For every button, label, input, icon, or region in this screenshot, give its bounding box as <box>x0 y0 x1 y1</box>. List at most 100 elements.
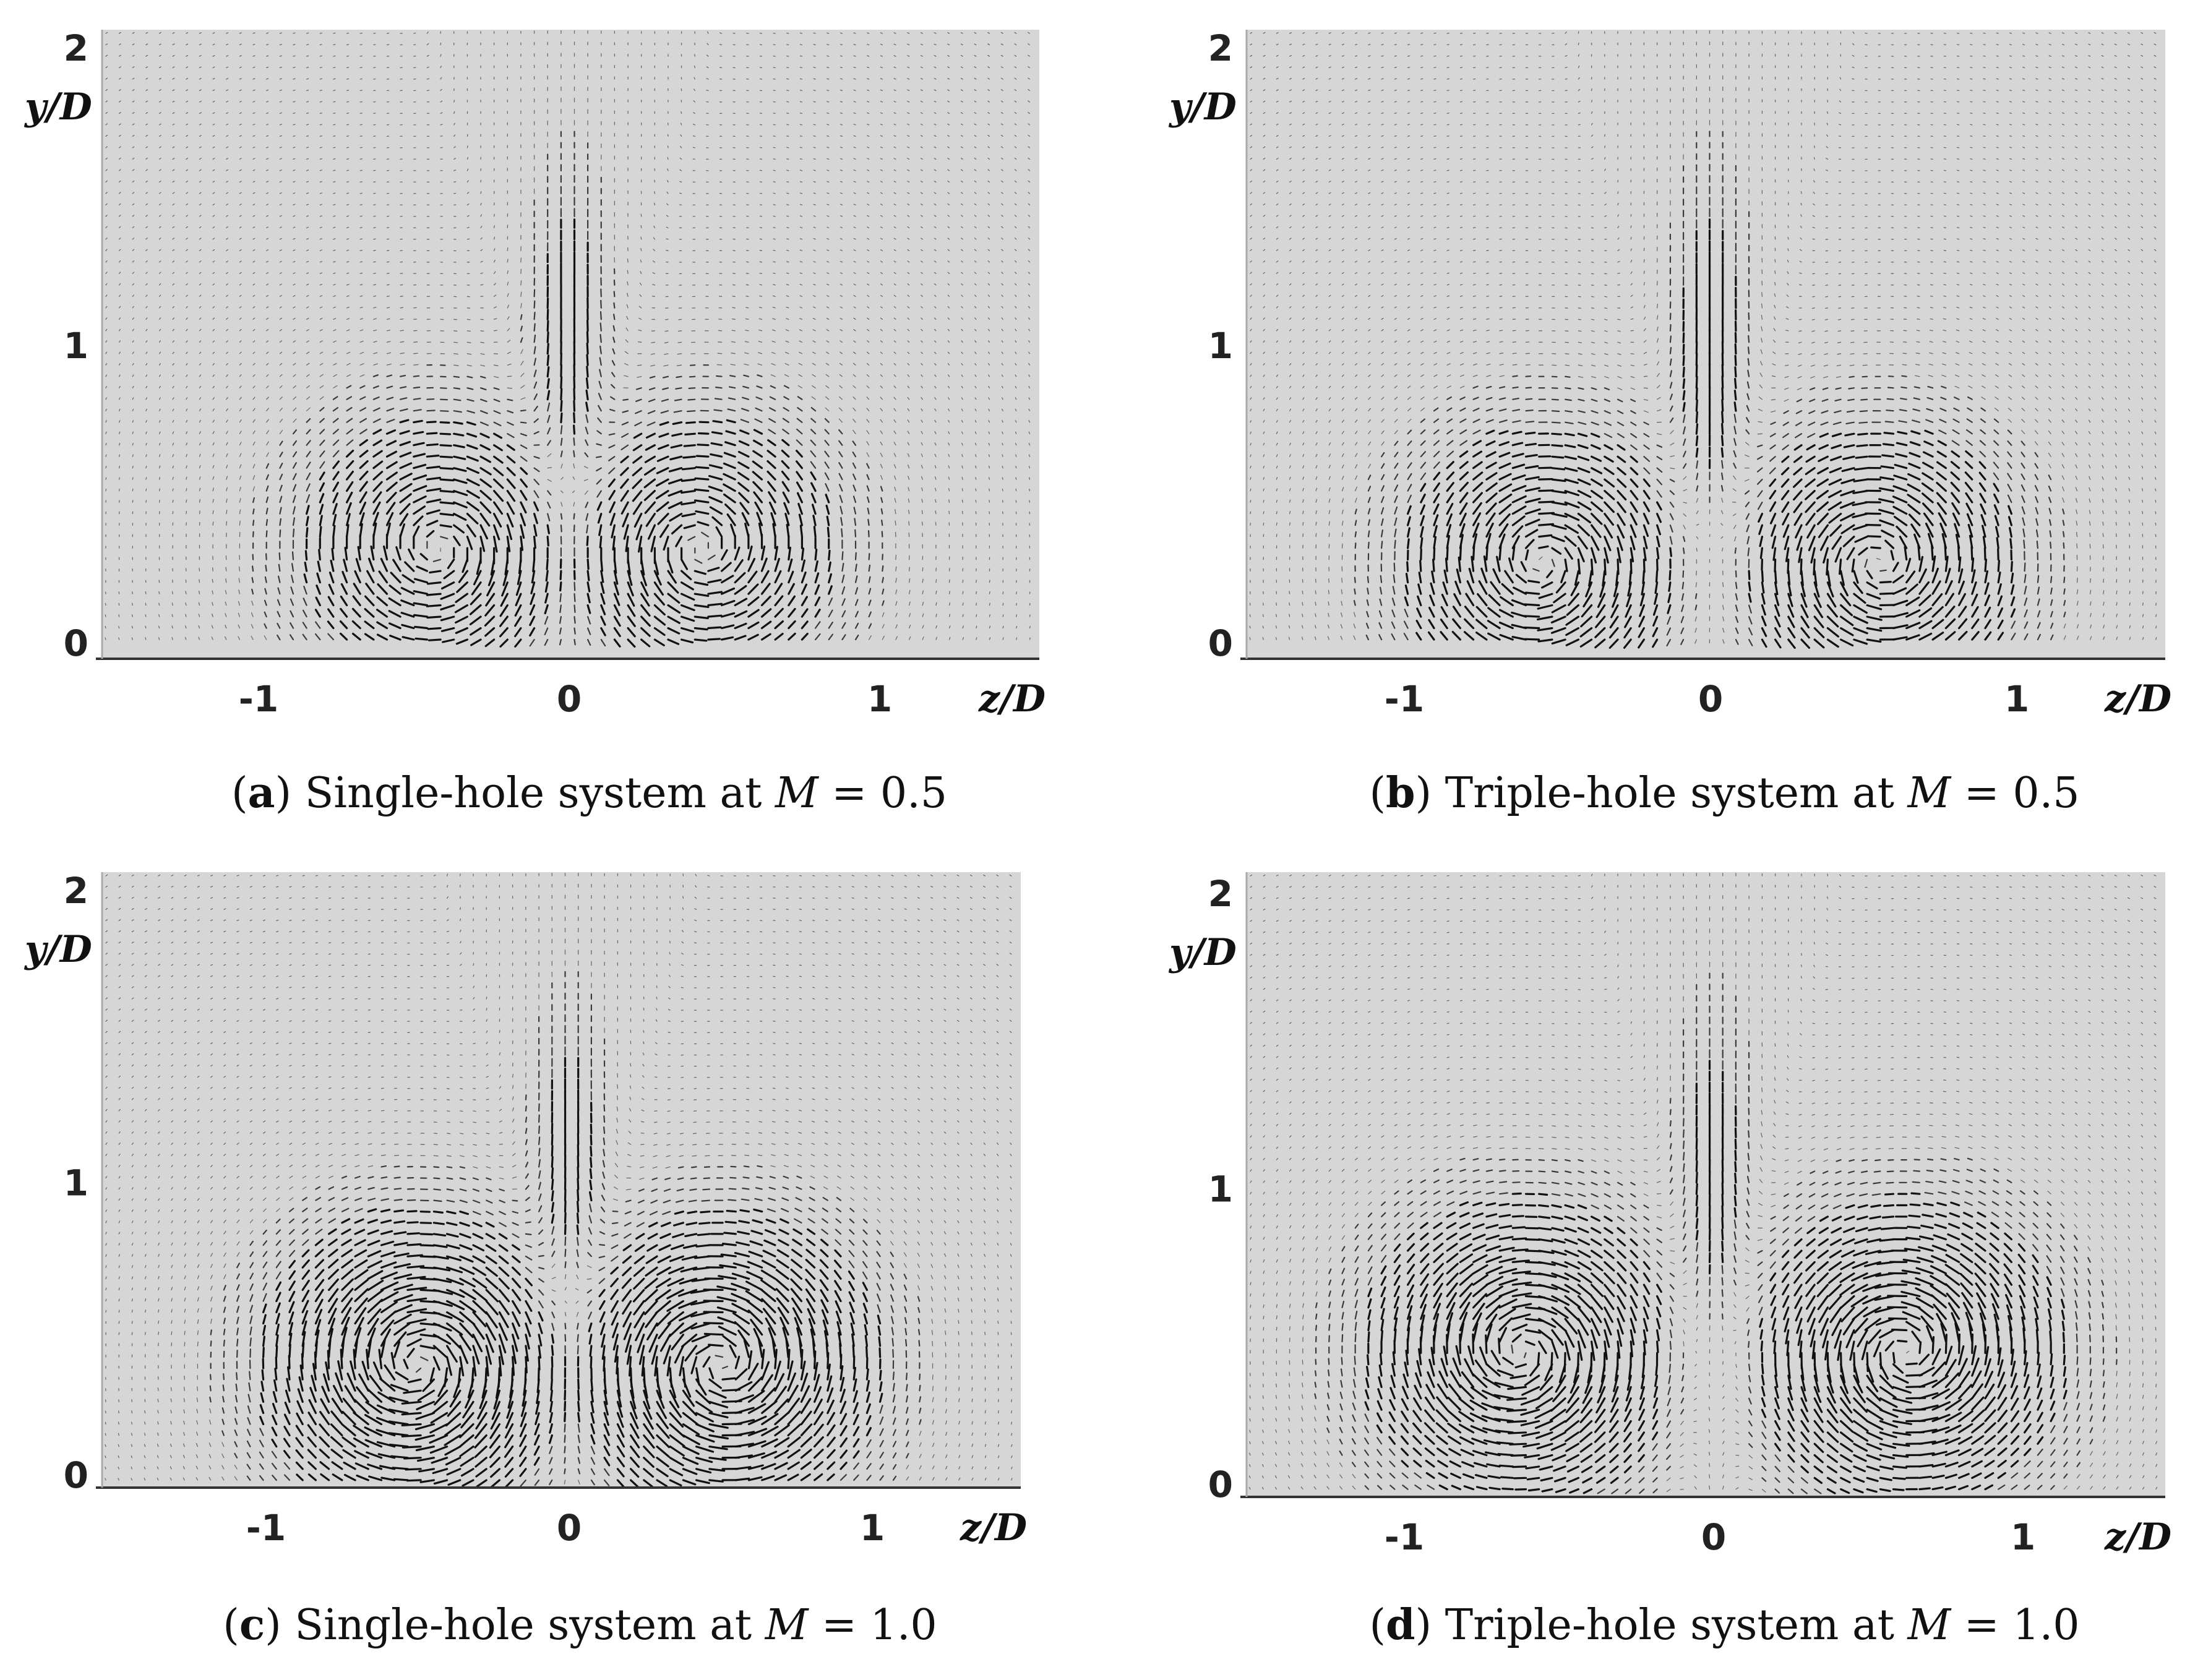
velocity-vector <box>1524 442 1537 447</box>
velocity-vector <box>238 624 241 629</box>
velocity-vector <box>868 552 870 560</box>
velocity-vector <box>708 464 723 469</box>
velocity-vector <box>172 374 174 377</box>
velocity-vector <box>639 282 642 286</box>
velocity-vector <box>172 238 175 240</box>
velocity-vector <box>346 101 350 103</box>
velocity-vector <box>520 385 525 388</box>
velocity-vector <box>1472 158 1476 160</box>
velocity-vector <box>838 429 843 435</box>
velocity-vector <box>399 397 408 400</box>
velocity-vector <box>773 67 776 69</box>
velocity-vector <box>586 331 589 343</box>
velocity-vector <box>586 570 590 581</box>
velocity-vector <box>583 466 588 469</box>
velocity-vector <box>782 429 789 435</box>
velocity-vector <box>1262 614 1264 617</box>
velocity-vector <box>1459 192 1463 194</box>
velocity-vector <box>492 444 503 452</box>
velocity-vector <box>265 507 268 515</box>
velocity-vector <box>840 226 843 228</box>
velocity-vector <box>1420 548 1422 561</box>
velocity-vector <box>507 410 514 414</box>
velocity-vector <box>226 510 228 515</box>
velocity-vector <box>1433 158 1436 160</box>
velocity-vector <box>880 124 883 126</box>
velocity-vector <box>266 317 269 320</box>
velocity-vector <box>774 632 784 641</box>
velocity-vector <box>453 146 456 148</box>
velocity-vector <box>853 294 856 297</box>
velocity-vector <box>132 54 135 57</box>
velocity-vector <box>1525 421 1535 423</box>
velocity-vector <box>624 351 629 354</box>
velocity-vector <box>118 66 121 69</box>
velocity-vector <box>212 465 215 469</box>
velocity-vector <box>781 460 790 469</box>
velocity-vector <box>520 361 524 366</box>
velocity-vector <box>440 627 455 632</box>
velocity-vector <box>390 572 402 584</box>
velocity-vector <box>533 393 538 400</box>
velocity-vector <box>399 374 406 377</box>
velocity-vector <box>655 489 669 500</box>
velocity-vector <box>755 396 763 400</box>
velocity-vector <box>239 306 242 309</box>
velocity-vector <box>635 387 642 390</box>
velocity-vector <box>1459 113 1463 114</box>
velocity-vector <box>866 430 870 434</box>
velocity-vector <box>186 510 187 515</box>
velocity-vector <box>782 418 789 423</box>
velocity-vector <box>290 586 294 595</box>
velocity-vector <box>745 273 749 274</box>
velocity-vector <box>1419 560 1422 572</box>
velocity-vector <box>426 43 429 46</box>
velocity-vector <box>632 478 643 489</box>
velocity-vector <box>547 453 552 457</box>
velocity-vector <box>172 181 175 183</box>
velocity-vector <box>507 316 510 320</box>
velocity-vector <box>118 77 121 80</box>
velocity-vector <box>293 169 296 171</box>
velocity-vector <box>454 604 469 614</box>
velocity-vector <box>797 406 803 412</box>
velocity-vector <box>359 450 369 458</box>
velocity-vector <box>683 444 696 447</box>
velocity-vector <box>413 485 427 492</box>
velocity-vector <box>799 67 803 69</box>
velocity-vector <box>145 54 148 57</box>
velocity-vector <box>480 364 486 367</box>
velocity-vector <box>264 599 267 606</box>
velocity-vector <box>680 627 695 633</box>
velocity-vector <box>226 226 228 228</box>
velocity-vector <box>935 510 937 515</box>
velocity-vector <box>880 396 883 400</box>
velocity-vector <box>853 340 856 343</box>
velocity-vector <box>866 452 870 457</box>
velocity-vector <box>694 570 707 575</box>
velocity-vector <box>346 340 350 343</box>
velocity-vector <box>882 635 885 640</box>
velocity-vector <box>251 576 254 583</box>
velocity-vector <box>813 306 816 309</box>
velocity-vector <box>840 249 843 251</box>
velocity-vector <box>388 597 402 607</box>
velocity-vector <box>118 374 121 377</box>
velocity-vector <box>226 476 228 480</box>
velocity-vector <box>1446 546 1449 561</box>
velocity-vector <box>739 429 750 435</box>
velocity-vector <box>683 524 696 529</box>
velocity-vector <box>226 396 228 400</box>
velocity-vector <box>693 112 695 114</box>
velocity-vector <box>734 585 747 595</box>
velocity-vector <box>239 328 242 332</box>
velocity-vector <box>372 460 384 469</box>
velocity-vector <box>315 633 321 641</box>
velocity-vector <box>367 557 375 572</box>
velocity-vector <box>158 226 161 228</box>
velocity-vector <box>612 348 616 354</box>
velocity-vector <box>867 169 870 171</box>
velocity-vector <box>212 396 215 400</box>
velocity-vector <box>400 341 405 343</box>
velocity-vector <box>199 579 200 583</box>
